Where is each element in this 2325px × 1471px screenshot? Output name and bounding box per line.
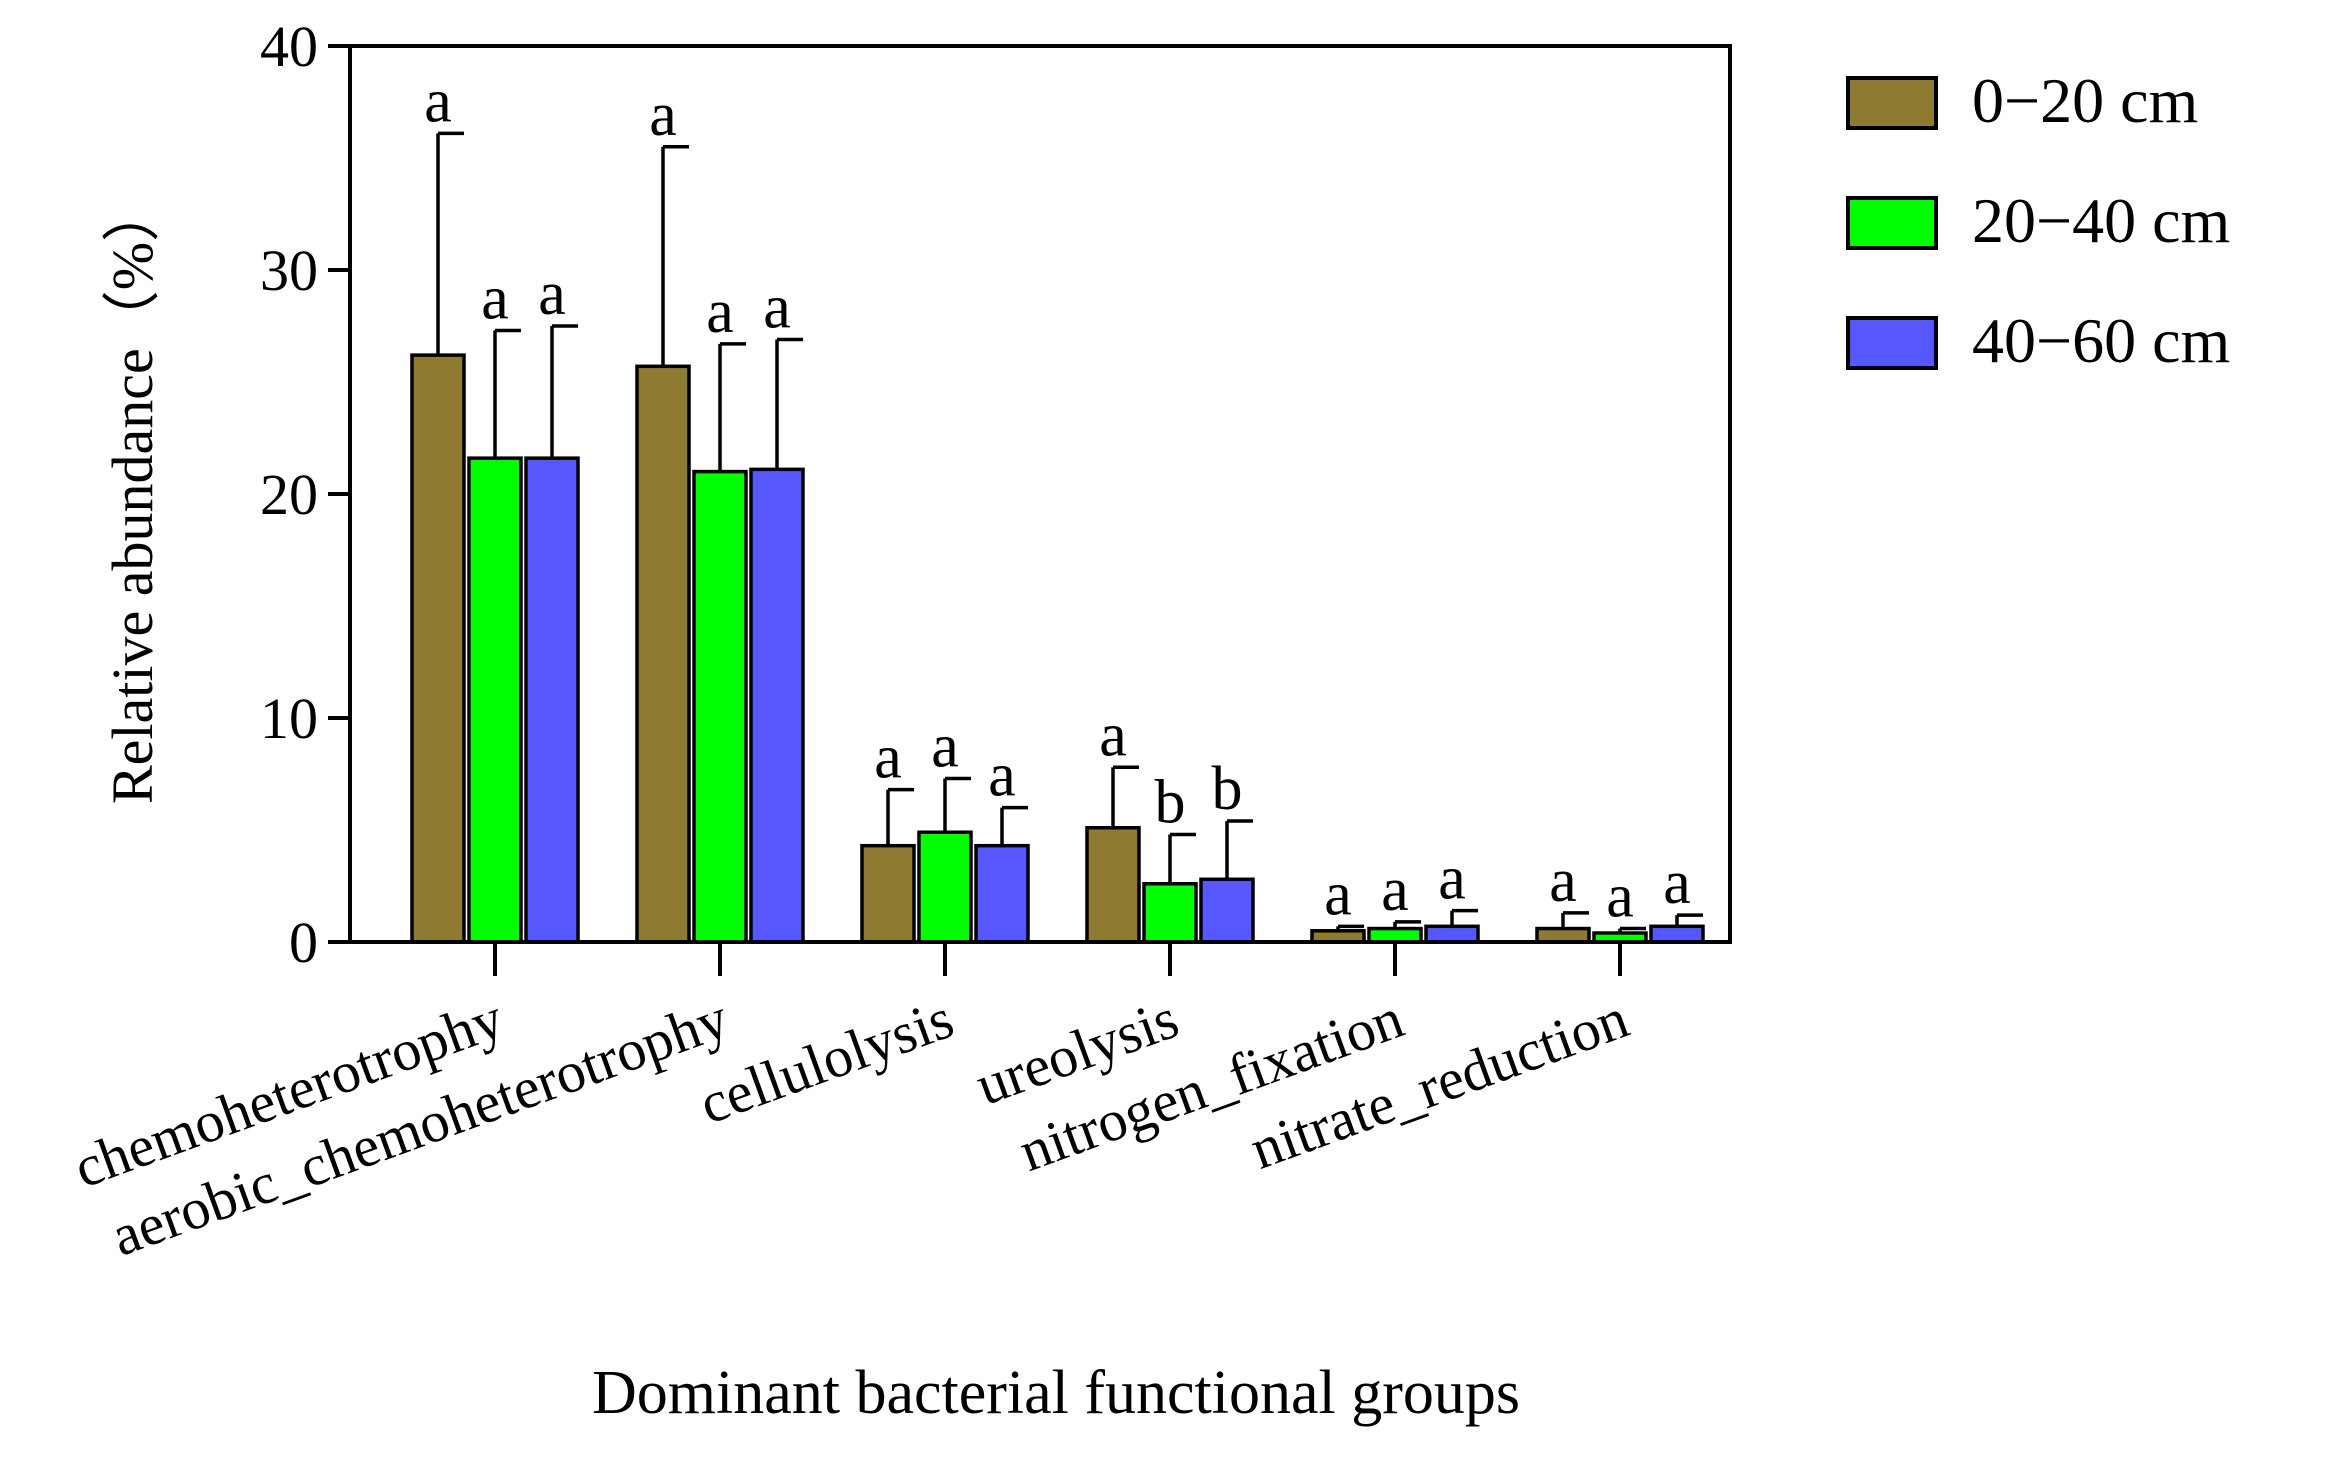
bar	[860, 843, 916, 944]
y-tick-label: 20	[260, 462, 318, 527]
significance-letter: a	[1606, 863, 1634, 931]
significance-letter: a	[706, 278, 734, 346]
bars-layer	[410, 353, 1705, 944]
bar	[917, 830, 973, 944]
bar	[635, 364, 691, 944]
legend: 0−20 cm 20−40 cm 40−60 cm	[1846, 65, 2230, 376]
legend-label: 20−40 cm	[1972, 185, 2230, 256]
bar	[1535, 926, 1591, 944]
significance-letter: a	[1099, 701, 1127, 769]
legend-swatch	[1846, 196, 1938, 250]
bar	[974, 843, 1030, 944]
bar	[467, 456, 523, 944]
bar	[524, 456, 580, 944]
y-tick-label: 10	[260, 686, 318, 751]
significance-letter: a	[649, 81, 677, 149]
significance-letter: a	[1438, 845, 1466, 913]
bar	[1085, 826, 1141, 944]
significance-letter: b	[1155, 768, 1186, 836]
y-axis-title: Relative abundance（%）	[100, 184, 165, 804]
significance-letter: a	[1549, 847, 1577, 915]
bar	[1367, 926, 1423, 944]
bar	[1199, 877, 1255, 944]
significance-letters-layer: aa aaa aa a aab ba a a a a a	[424, 67, 1691, 930]
significance-letter: a	[988, 742, 1016, 810]
y-tick-label: 0	[289, 910, 318, 975]
significance-letter: a	[538, 260, 566, 328]
bar	[1649, 924, 1705, 944]
significance-letter: a	[874, 724, 902, 792]
y-tick-label: 40	[260, 14, 318, 79]
significance-letter: a	[1324, 860, 1352, 928]
legend-swatch	[1846, 316, 1938, 370]
significance-letter: b	[1212, 755, 1243, 823]
bar	[1142, 882, 1198, 944]
legend-swatch	[1846, 76, 1938, 130]
x-tick-label: cellulolysis	[691, 985, 962, 1136]
error-bars-layer	[436, 131, 1703, 934]
y-tick-label: 30	[260, 238, 318, 303]
legend-label: 0−20 cm	[1972, 65, 2198, 136]
bar	[410, 353, 466, 944]
bar	[749, 467, 805, 944]
y-axis: 0 10 20 30 40	[260, 14, 350, 975]
significance-letter: a	[1381, 856, 1409, 924]
significance-letter: a	[763, 273, 791, 341]
x-axis-title: Dominant bacterial functional groups	[592, 1359, 1520, 1427]
x-axis: chemoheterotrophyaerobic_chemoheterotrop…	[65, 942, 1636, 1269]
bar	[692, 469, 748, 944]
bar	[1424, 924, 1480, 944]
significance-letter: a	[424, 67, 452, 135]
legend-label: 40−60 cm	[1972, 305, 2230, 376]
significance-letter: a	[1663, 849, 1691, 917]
significance-letter: a	[481, 264, 509, 332]
significance-letter: a	[931, 712, 959, 780]
